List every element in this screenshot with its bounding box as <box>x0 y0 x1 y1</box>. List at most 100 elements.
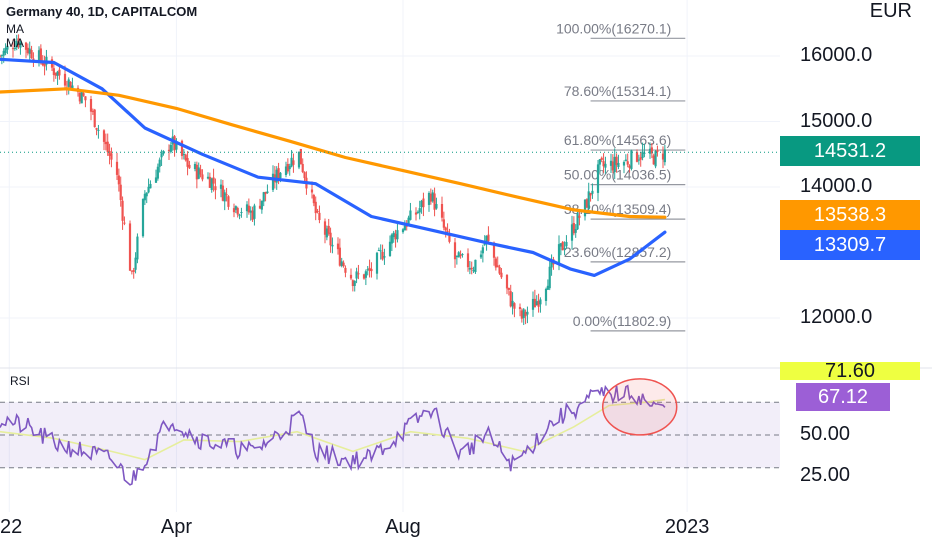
ma-slow-line <box>0 87 667 219</box>
candle-body <box>520 310 523 319</box>
rsi-label[interactable]: RSI <box>10 374 31 388</box>
candle-body <box>602 161 605 167</box>
candle-body <box>537 300 540 307</box>
candle-body <box>195 164 198 180</box>
candle-body <box>342 262 345 267</box>
candle-body <box>648 148 652 154</box>
candle-body <box>531 298 535 310</box>
rsi-ma-value-badge: 71.60 <box>780 362 920 380</box>
candle-body <box>479 254 483 258</box>
candle-body <box>82 93 85 96</box>
candle-body <box>609 160 613 166</box>
candle-body <box>121 200 124 221</box>
ma-slow-label[interactable]: MA <box>6 36 24 50</box>
candle-body <box>271 173 275 190</box>
candle-body <box>522 309 525 319</box>
candle-body <box>613 156 616 173</box>
candle-body <box>433 193 436 210</box>
candle-body <box>327 225 330 234</box>
candle-body <box>141 199 145 237</box>
candle-body <box>247 205 250 213</box>
candle-body <box>169 144 172 152</box>
candle-body <box>591 190 594 194</box>
fib-level-label: 78.60%(15314.1) <box>564 83 671 99</box>
candle-body <box>17 38 20 47</box>
candle-body <box>496 265 499 268</box>
candle-body <box>219 184 223 189</box>
price-axis-label: 12000.0 <box>800 306 873 328</box>
candle-body <box>260 200 263 210</box>
candle-body <box>459 254 462 257</box>
candle-body <box>639 157 642 160</box>
candle-body <box>323 221 327 235</box>
candle-body <box>238 214 241 216</box>
candle-body <box>28 48 31 54</box>
candle-body <box>277 168 280 179</box>
candle-body <box>474 259 477 272</box>
candle-body <box>453 242 457 260</box>
candle-body <box>316 211 319 213</box>
candle-body <box>128 223 132 271</box>
candle-body <box>444 227 447 231</box>
candle-body <box>624 159 627 161</box>
candle-body <box>338 247 341 266</box>
candle-body <box>41 61 44 66</box>
candle-body <box>652 155 655 165</box>
candle-body <box>117 175 120 185</box>
ma-fast-label[interactable]: MA <box>6 22 24 36</box>
candle-body <box>26 47 29 54</box>
candle-body <box>617 162 620 167</box>
candle-body <box>375 252 379 274</box>
candle-body <box>145 192 148 197</box>
annotation-circle <box>601 378 678 436</box>
candle-body <box>628 165 631 168</box>
candle-body <box>186 158 189 167</box>
current-price-badge: 14531.2 <box>780 136 920 166</box>
time-axis-label: Aug <box>385 516 421 538</box>
candle-body <box>604 163 607 168</box>
candle-body <box>492 242 496 258</box>
ma-fast-line <box>0 57 667 277</box>
candle-body <box>630 150 633 170</box>
candle-body <box>297 151 301 168</box>
candle-body <box>403 225 406 231</box>
candle-body <box>641 151 644 158</box>
candle-body <box>535 301 538 306</box>
candle-body <box>249 210 252 213</box>
candle-body <box>69 81 72 90</box>
candle-body <box>197 167 200 179</box>
candle-body <box>290 157 293 167</box>
candle-body <box>565 241 568 247</box>
candle-body <box>52 68 55 75</box>
candle-body <box>331 244 334 247</box>
candle-body <box>143 193 146 201</box>
candle-body <box>364 271 367 278</box>
candle-body <box>13 47 16 50</box>
candle-body <box>431 192 434 202</box>
candle-body <box>240 212 243 214</box>
rsi-axis-label: 50.00 <box>800 423 851 445</box>
candle-body <box>390 234 393 244</box>
candle-body <box>559 243 562 247</box>
candle-body <box>494 258 497 268</box>
candle-body <box>596 164 600 193</box>
time-axis-label: Apr <box>160 516 192 538</box>
candle-body <box>650 147 653 154</box>
candle-body <box>518 307 522 310</box>
candle-body <box>110 153 113 160</box>
candle-body <box>533 298 536 308</box>
candle-body <box>544 288 548 301</box>
candle-body <box>366 269 369 271</box>
candle-body <box>349 274 353 279</box>
candle-body <box>446 230 449 232</box>
candle-body <box>635 152 639 162</box>
candle-body <box>498 267 501 274</box>
candle-body <box>108 151 111 156</box>
candle-body <box>661 153 665 160</box>
candle-body <box>182 153 185 155</box>
candle-body <box>583 199 587 217</box>
candle-body <box>56 71 59 76</box>
rsi-axis-label: 25.00 <box>800 464 851 486</box>
rsi-value-badge: 67.12 <box>796 383 890 411</box>
